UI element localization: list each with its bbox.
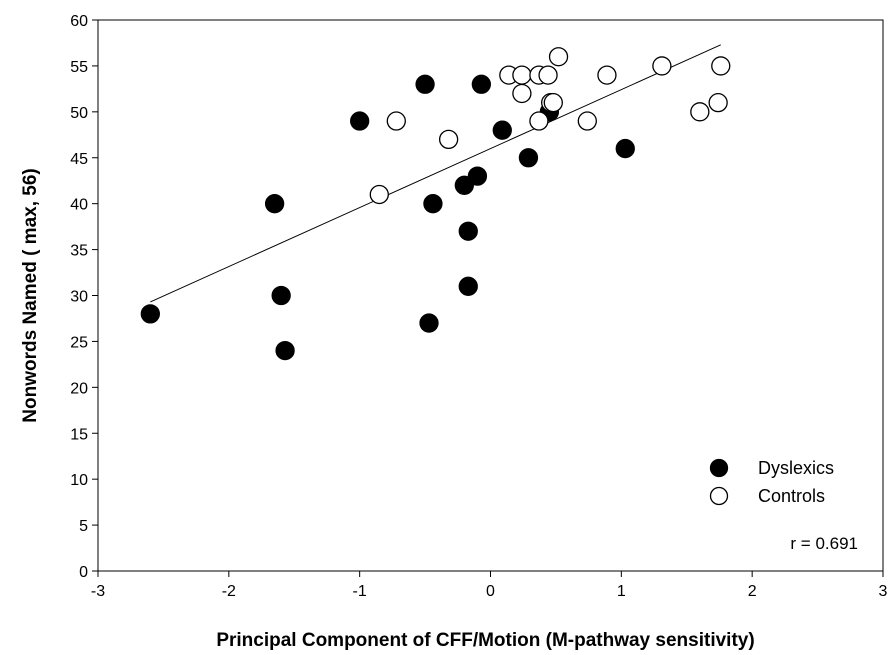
point-controls — [690, 102, 710, 122]
legend-marker-controls — [709, 486, 729, 506]
point-dyslexics — [350, 111, 370, 131]
point-dyslexics — [275, 340, 295, 361]
y-tick-label: 0 — [79, 564, 88, 581]
point-dyslexics — [264, 194, 285, 214]
y-tick-label: 5 — [79, 518, 88, 535]
y-tick-label: 30 — [70, 289, 88, 306]
x-tick-label: 1 — [617, 583, 626, 600]
x-tick-label: -3 — [91, 583, 105, 600]
legend-label-controls: Controls — [758, 486, 825, 506]
point-controls — [529, 111, 549, 131]
x-axis-ticks: -3 -2 -1 0 1 2 3 — [91, 571, 888, 600]
point-controls — [597, 65, 617, 85]
legend-marker-dyslexics — [709, 458, 729, 478]
legend-label-dyslexics: Dyslexics — [758, 458, 834, 478]
y-tick-label: 40 — [70, 197, 88, 214]
y-axis-title: Nonwords Named ( max, 56) — [20, 168, 41, 422]
point-dyslexics — [419, 313, 439, 333]
y-axis-ticks: 0 5 10 15 20 25 30 35 40 45 50 55 60 — [70, 13, 98, 581]
x-tick-label: 2 — [748, 583, 757, 600]
data-points — [140, 47, 731, 361]
point-controls — [386, 111, 406, 131]
regression-line — [150, 44, 721, 303]
point-controls — [438, 129, 459, 150]
y-tick-label: 35 — [70, 243, 88, 260]
point-controls — [711, 56, 731, 76]
point-dyslexics — [471, 74, 491, 94]
point-dyslexics — [458, 221, 478, 241]
point-controls — [708, 93, 728, 113]
point-dyslexics — [415, 74, 435, 94]
y-tick-label: 45 — [70, 151, 88, 168]
y-tick-label: 50 — [70, 105, 88, 122]
y-tick-label: 15 — [70, 426, 88, 443]
point-dyslexics — [492, 120, 512, 140]
point-dyslexics — [615, 138, 635, 159]
point-controls — [512, 83, 532, 104]
point-controls — [512, 65, 532, 85]
point-controls — [548, 47, 569, 67]
point-controls — [577, 111, 597, 131]
y-tick-label: 55 — [70, 59, 88, 76]
regression-line-group — [150, 44, 721, 303]
legend: Dyslexics Controls — [709, 458, 834, 506]
y-tick-label: 20 — [70, 380, 88, 397]
x-tick-label: 0 — [486, 583, 495, 600]
x-tick-label: -2 — [222, 583, 236, 600]
point-controls — [369, 184, 389, 205]
point-controls — [652, 56, 672, 76]
point-dyslexics — [518, 148, 539, 168]
y-tick-label: 25 — [70, 334, 88, 351]
point-dyslexics — [467, 166, 488, 186]
point-dyslexics — [140, 304, 160, 324]
y-tick-label: 10 — [70, 472, 88, 489]
point-dyslexics — [458, 276, 478, 296]
x-tick-label: 3 — [879, 583, 888, 600]
y-tick-label: 60 — [70, 13, 88, 30]
point-controls — [538, 65, 558, 85]
correlation-annotation: r = 0.691 — [790, 534, 858, 553]
point-dyslexics — [454, 175, 474, 195]
plot-frame — [97, 19, 884, 572]
x-axis-title: Principal Component of CFF/Motion (M-pat… — [216, 630, 754, 651]
x-tick-label: -1 — [353, 583, 367, 600]
point-controls — [543, 93, 563, 113]
point-dyslexics — [423, 194, 443, 214]
point-dyslexics — [271, 285, 291, 306]
